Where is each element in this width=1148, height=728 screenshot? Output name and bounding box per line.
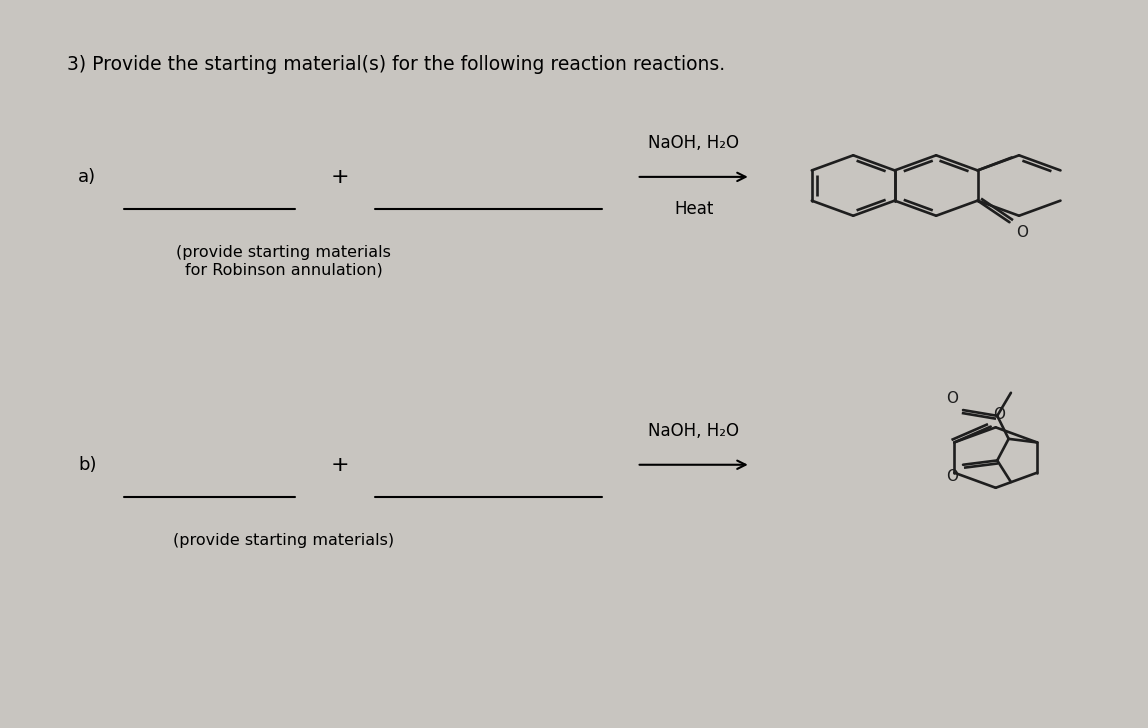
- Text: +: +: [331, 455, 350, 475]
- Text: +: +: [331, 167, 350, 187]
- Text: Heat: Heat: [674, 200, 713, 218]
- Text: (provide starting materials): (provide starting materials): [173, 533, 394, 548]
- Text: b): b): [78, 456, 96, 474]
- Text: (provide starting materials
for Robinson annulation): (provide starting materials for Robinson…: [176, 245, 390, 277]
- Text: O: O: [993, 407, 1004, 422]
- Text: O: O: [946, 391, 959, 405]
- Text: NaOH, H₂O: NaOH, H₂O: [649, 134, 739, 151]
- Text: 3) Provide the starting material(s) for the following reaction reactions.: 3) Provide the starting material(s) for …: [67, 55, 726, 74]
- Text: O: O: [1016, 225, 1029, 240]
- Text: NaOH, H₂O: NaOH, H₂O: [649, 422, 739, 440]
- Text: O: O: [946, 469, 959, 484]
- Text: a): a): [78, 168, 96, 186]
